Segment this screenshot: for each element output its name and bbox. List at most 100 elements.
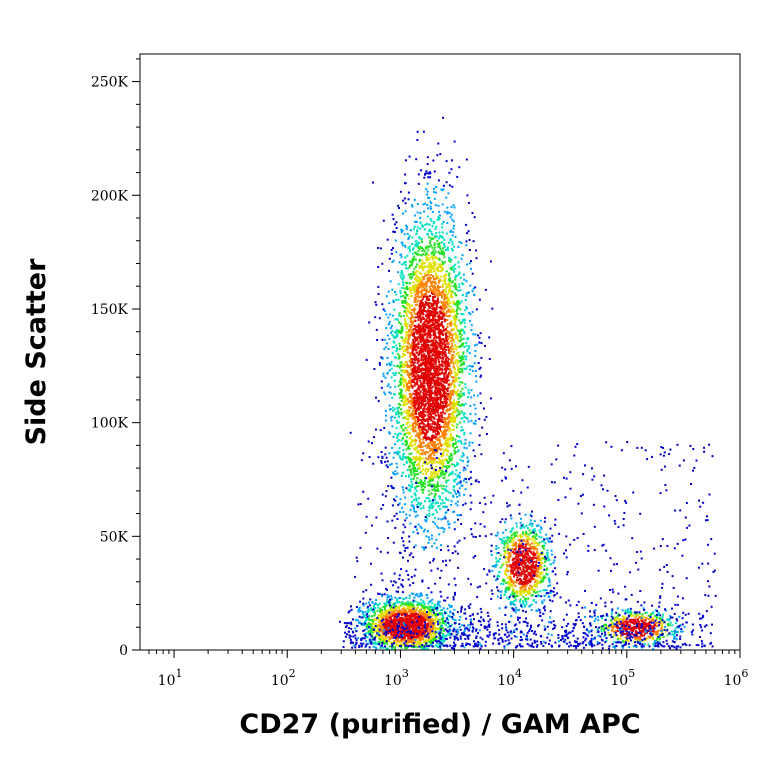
event-point: [395, 221, 398, 224]
event-point: [450, 504, 453, 506]
event-point: [433, 244, 436, 247]
event-point: [440, 307, 443, 310]
event-point: [410, 394, 413, 397]
event-point: [435, 277, 438, 280]
event-point: [426, 204, 429, 206]
event-point: [440, 351, 443, 353]
event-point: [408, 360, 411, 363]
event-point: [438, 257, 441, 260]
event-point: [416, 286, 419, 289]
event-point: [427, 325, 430, 328]
event-point: [405, 402, 408, 405]
event-point: [417, 279, 420, 282]
event-point: [412, 456, 415, 459]
event-point: [404, 318, 407, 321]
event-point: [434, 385, 437, 388]
event-point: [430, 569, 433, 572]
event-point: [455, 316, 458, 319]
event-point: [431, 443, 434, 446]
event-point: [440, 401, 442, 404]
event-point: [409, 464, 412, 467]
event-point: [439, 310, 442, 313]
event-point: [417, 282, 420, 285]
event-point: [427, 349, 430, 352]
event-point: [451, 414, 454, 417]
event-point: [434, 263, 437, 266]
event-point: [458, 368, 461, 371]
event-point: [419, 227, 422, 230]
event-point: [431, 632, 434, 634]
event-point: [366, 623, 369, 626]
event-point: [417, 418, 420, 421]
event-point: [393, 341, 396, 344]
event-point: [430, 357, 433, 360]
event-point: [427, 246, 430, 249]
event-point: [453, 270, 456, 273]
event-point: [443, 313, 446, 316]
event-point: [428, 413, 431, 415]
event-point: [456, 423, 459, 426]
event-point: [403, 276, 406, 279]
event-point: [413, 225, 416, 228]
event-point: [455, 334, 458, 337]
event-point: [402, 380, 405, 383]
event-point: [437, 179, 440, 182]
event-point: [395, 462, 398, 465]
event-point: [422, 313, 425, 316]
event-point: [429, 393, 432, 395]
event-point: [450, 248, 453, 250]
event-point: [423, 432, 426, 435]
event-point: [400, 228, 403, 231]
event-point: [444, 559, 447, 562]
event-point: [440, 251, 443, 254]
event-point: [385, 313, 388, 316]
event-point: [448, 426, 451, 429]
event-point: [422, 483, 425, 486]
event-point: [401, 263, 403, 266]
event-point: [425, 535, 428, 538]
event-point: [436, 429, 438, 432]
event-point: [452, 227, 455, 230]
event-point: [426, 182, 429, 185]
event-point: [419, 368, 422, 371]
event-point: [423, 289, 426, 291]
event-point: [401, 376, 404, 379]
event-point: [426, 245, 429, 248]
event-point: [457, 289, 460, 292]
event-point: [395, 318, 398, 321]
event-point: [449, 371, 452, 373]
event-point: [418, 464, 421, 467]
event-point: [420, 395, 423, 398]
event-point: [444, 417, 447, 420]
event-point: [430, 389, 433, 392]
event-point: [434, 335, 437, 338]
event-point: [443, 488, 446, 491]
event-point: [436, 387, 439, 390]
event-point: [449, 394, 452, 397]
event-point: [443, 385, 446, 388]
event-point: [465, 305, 467, 308]
event-point: [437, 390, 440, 393]
event-point: [461, 321, 464, 323]
event-point: [436, 297, 439, 300]
event-point: [444, 402, 447, 405]
event-point: [438, 377, 441, 380]
event-point: [452, 265, 455, 268]
event-point: [405, 400, 408, 402]
event-point: [407, 456, 410, 459]
event-point: [422, 376, 425, 379]
event-point: [406, 332, 409, 335]
event-point: [434, 363, 437, 366]
event-point: [460, 404, 463, 407]
event-point: [444, 489, 447, 492]
event-point: [435, 402, 438, 405]
event-point: [393, 231, 396, 233]
event-point: [439, 330, 442, 333]
event-point: [441, 236, 444, 239]
event-point: [443, 339, 446, 342]
event-point: [399, 289, 402, 292]
event-point: [419, 441, 422, 444]
event-point: [417, 315, 420, 318]
event-point: [429, 372, 432, 375]
event-point: [400, 391, 402, 393]
